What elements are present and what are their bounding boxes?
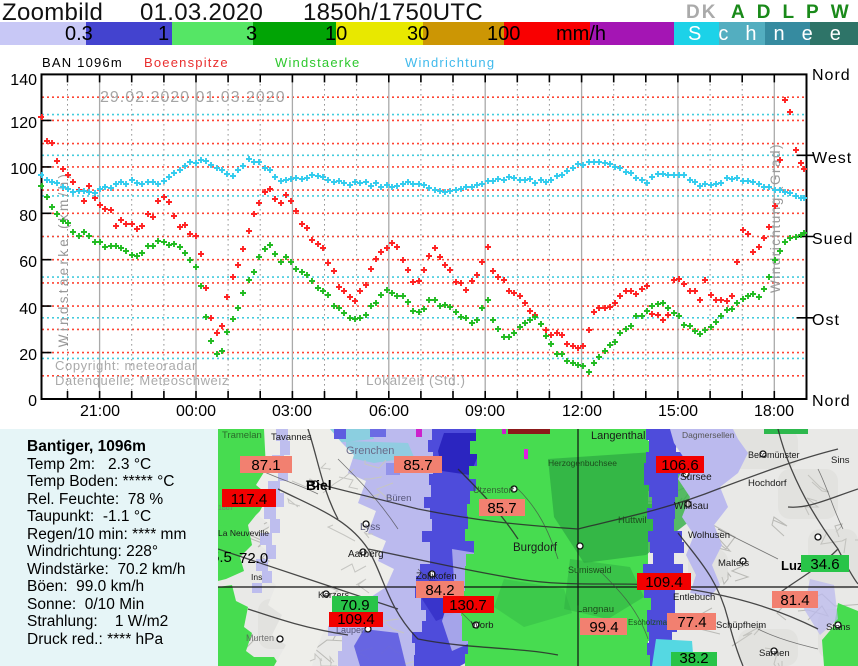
- svg-text:06:00: 06:00: [369, 403, 409, 420]
- svg-text:Worb: Worb: [471, 620, 494, 631]
- svg-text:38.2: 38.2: [679, 650, 708, 666]
- svg-text:Kerzers: Kerzers: [318, 590, 350, 600]
- svg-text:Lyss: Lyss: [360, 522, 380, 533]
- svg-text:Sursee: Sursee: [680, 472, 712, 483]
- svg-text:Malters: Malters: [718, 558, 749, 569]
- svg-text:Sumiswald: Sumiswald: [568, 565, 612, 575]
- svg-text:Ins: Ins: [251, 572, 262, 582]
- svg-text:Zollikofen: Zollikofen: [416, 571, 457, 582]
- svg-text:87.1: 87.1: [251, 457, 280, 474]
- svg-text:120: 120: [10, 115, 37, 132]
- svg-text:1867: 1867: [218, 505, 234, 512]
- svg-text:Murten: Murten: [246, 633, 274, 643]
- svg-text:Aarberg: Aarberg: [348, 549, 384, 560]
- svg-text:140: 140: [10, 72, 37, 89]
- svg-text:12:00: 12:00: [562, 403, 602, 420]
- svg-text:Huttwil: Huttwil: [618, 515, 647, 526]
- svg-text:Langnau: Langnau: [577, 604, 614, 615]
- svg-text:Boeenspitze: Boeenspitze: [144, 55, 229, 70]
- svg-text:Copyright: meteoradar: Copyright: meteoradar: [55, 358, 197, 373]
- svg-text:85.7: 85.7: [403, 457, 432, 474]
- svg-text:106.6: 106.6: [661, 457, 699, 474]
- svg-text:Nord: Nord: [812, 393, 851, 410]
- svg-text:29.02.2020 01.03.2020: 29.02.2020 01.03.2020: [100, 89, 286, 106]
- svg-text:Büren: Büren: [386, 493, 411, 504]
- svg-text:85.7: 85.7: [487, 500, 516, 517]
- svg-text:La Neuveville: La Neuveville: [218, 528, 269, 538]
- svg-text:Schüpfheim: Schüpfheim: [716, 620, 766, 631]
- svg-text:100: 100: [10, 161, 37, 178]
- svg-text:99.4: 99.4: [589, 619, 618, 636]
- svg-text:Hochdorf: Hochdorf: [748, 478, 787, 489]
- svg-text:Burgdorf: Burgdorf: [513, 542, 558, 554]
- svg-text:40: 40: [19, 301, 37, 318]
- svg-text:Entlebuch: Entlebuch: [673, 592, 715, 603]
- svg-text:81.4: 81.4: [780, 592, 809, 609]
- svg-text:109.4: 109.4: [645, 574, 683, 591]
- svg-text:Utzenstorf: Utzenstorf: [473, 485, 515, 495]
- svg-text:77.4: 77.4: [677, 614, 706, 631]
- svg-text:84.2: 84.2: [425, 582, 454, 599]
- svg-text:Nord: Nord: [812, 67, 851, 84]
- svg-text:Windrichtung (Grad): Windrichtung (Grad): [768, 143, 783, 293]
- svg-text:Stans: Stans: [826, 622, 851, 633]
- svg-text:130.7: 130.7: [449, 597, 487, 614]
- svg-text:Sins: Sins: [831, 455, 850, 466]
- svg-text:Windstaerke (km/h): Windstaerke (km/h): [56, 171, 71, 347]
- svg-text:72.0: 72.0: [239, 550, 268, 567]
- svg-text:Dagmersellen: Dagmersellen: [682, 430, 735, 440]
- svg-text:20: 20: [19, 347, 37, 364]
- svg-text:03:00: 03:00: [272, 403, 312, 420]
- svg-text:80: 80: [19, 208, 37, 225]
- svg-text:18:00: 18:00: [754, 403, 794, 420]
- svg-text:Windstaerke: Windstaerke: [275, 55, 360, 70]
- svg-text:Datenquelle: Meteoschweiz: Datenquelle: Meteoschweiz: [55, 373, 229, 388]
- svg-text:West: West: [812, 150, 852, 167]
- svg-text:Beromünster: Beromünster: [748, 450, 800, 460]
- svg-text:Wolhusen: Wolhusen: [688, 530, 730, 541]
- svg-text:Windrichtung: Windrichtung: [405, 55, 495, 70]
- svg-text:Lokalzeit (Std.): Lokalzeit (Std.): [366, 373, 466, 388]
- svg-text:Sued: Sued: [812, 231, 853, 248]
- svg-text:BAN 1096m: BAN 1096m: [42, 55, 123, 70]
- svg-text:109.4: 109.4: [337, 611, 375, 628]
- svg-text:09:00: 09:00: [465, 403, 505, 420]
- svg-text:5.5: 5.5: [218, 549, 232, 566]
- svg-text:Escholzmatt: Escholzmatt: [628, 618, 672, 627]
- svg-text:Ost: Ost: [812, 312, 840, 329]
- svg-text:Herzogenbuchsee: Herzogenbuchsee: [548, 458, 617, 468]
- svg-text:117.4: 117.4: [231, 491, 267, 508]
- svg-text:0: 0: [28, 393, 37, 410]
- svg-text:15:00: 15:00: [658, 403, 698, 420]
- svg-text:34.6: 34.6: [810, 556, 839, 573]
- svg-text:Grenchen: Grenchen: [346, 445, 394, 457]
- svg-text:Laupen: Laupen: [336, 625, 366, 635]
- svg-text:21:00: 21:00: [80, 403, 120, 420]
- svg-text:Willisau: Willisau: [674, 501, 708, 512]
- svg-text:60: 60: [19, 254, 37, 271]
- svg-text:Sarnen: Sarnen: [759, 648, 790, 659]
- svg-text:Tavannes: Tavannes: [271, 432, 312, 443]
- svg-text:Biel: Biel: [306, 477, 332, 493]
- svg-text:Tramelan: Tramelan: [222, 430, 262, 441]
- svg-text:00:00: 00:00: [176, 403, 216, 420]
- svg-text:70.9: 70.9: [340, 597, 369, 614]
- svg-text:Langenthal: Langenthal: [591, 430, 645, 442]
